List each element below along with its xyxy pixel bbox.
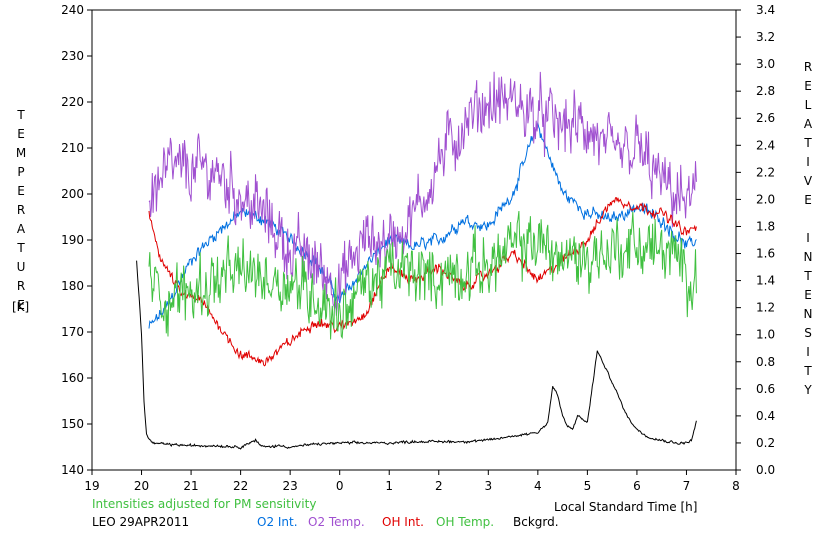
ticks-layer: 19 20 21 22 23 0 1 2 3 4 5 6 7 8140150160170180190200…: [61, 3, 775, 493]
y-right-tick-label: 0.8: [756, 355, 775, 369]
y-right-tick-label: 1.8: [756, 219, 775, 233]
y-right-tick-label: 1.4: [756, 274, 775, 288]
y-right-tick-label: 0.2: [756, 436, 775, 450]
y-right-tick-label: 2.8: [756, 84, 775, 98]
y-left-tick-label: 240: [61, 3, 84, 17]
y-right-tick-label: 0.6: [756, 382, 775, 396]
y-right-tick-label: 3.4: [756, 3, 775, 17]
y-right-tick-label: 2.0: [756, 192, 775, 206]
site-date-label: LEO 29APR2011: [92, 515, 190, 529]
y-left-tick-label: 180: [61, 279, 84, 293]
x-tick-label: 0: [336, 479, 344, 493]
y-right-tick-label: 3.0: [756, 57, 775, 71]
pm-sensitivity-note: Intensities adjusted for PM sensitivity: [92, 497, 317, 511]
x-tick-label: 6: [633, 479, 641, 493]
y-right-tick-label: 2.4: [756, 138, 775, 152]
x-tick-label: 2: [435, 479, 443, 493]
series-line-oh-int: [148, 196, 697, 367]
y-left-tick-label: 220: [61, 95, 84, 109]
x-tick-label: 19: [84, 479, 99, 493]
y-right-tick-label: 1.2: [756, 301, 775, 315]
y-right-tick-label: 1.0: [756, 328, 775, 342]
series-line-bckgrd: [136, 260, 697, 450]
series-layer: [136, 71, 697, 450]
y-left-tick-label: 190: [61, 233, 84, 247]
x-tick-label: 21: [183, 479, 198, 493]
left-axis-unit: [K]: [12, 300, 30, 314]
x-tick-label: 20: [134, 479, 149, 493]
y-right-tick-label: 0.0: [756, 463, 775, 477]
x-tick-label: 8: [732, 479, 740, 493]
series-line-oh-temp: [148, 210, 697, 340]
legend-o2-temp: O2 Temp.: [308, 515, 365, 529]
y-left-tick-label: 140: [61, 463, 84, 477]
x-axis-title: Local Standard Time [h]: [554, 500, 698, 514]
y-left-tick-label: 200: [61, 187, 84, 201]
y-left-tick-label: 210: [61, 141, 84, 155]
x-tick-label: 1: [385, 479, 393, 493]
x-tick-label: 3: [484, 479, 492, 493]
legend-oh-temp: OH Temp.: [436, 515, 495, 529]
y-left-tick-label: 160: [61, 371, 84, 385]
y-right-tick-label: 2.6: [756, 111, 775, 125]
x-tick-label: 4: [534, 479, 542, 493]
series-line-o2-temp: [148, 71, 697, 316]
y-left-tick-label: 150: [61, 417, 84, 431]
x-tick-label: 5: [584, 479, 592, 493]
legend-o2-int: O2 Int.: [257, 515, 298, 529]
legend-bckgrd: Bckgrd.: [513, 515, 559, 529]
y-right-tick-label: 3.2: [756, 30, 775, 44]
x-tick-label: 7: [683, 479, 691, 493]
series-line-o2-int: [148, 122, 697, 329]
y-left-tick-label: 170: [61, 325, 84, 339]
y-left-tick-label: 230: [61, 49, 84, 63]
x-tick-label: 23: [283, 479, 298, 493]
legend-oh-int: OH Int.: [382, 515, 424, 529]
y-right-tick-label: 2.2: [756, 165, 775, 179]
x-tick-label: 22: [233, 479, 248, 493]
y-right-tick-label: 1.6: [756, 247, 775, 261]
y-right-tick-label: 0.4: [756, 409, 775, 423]
